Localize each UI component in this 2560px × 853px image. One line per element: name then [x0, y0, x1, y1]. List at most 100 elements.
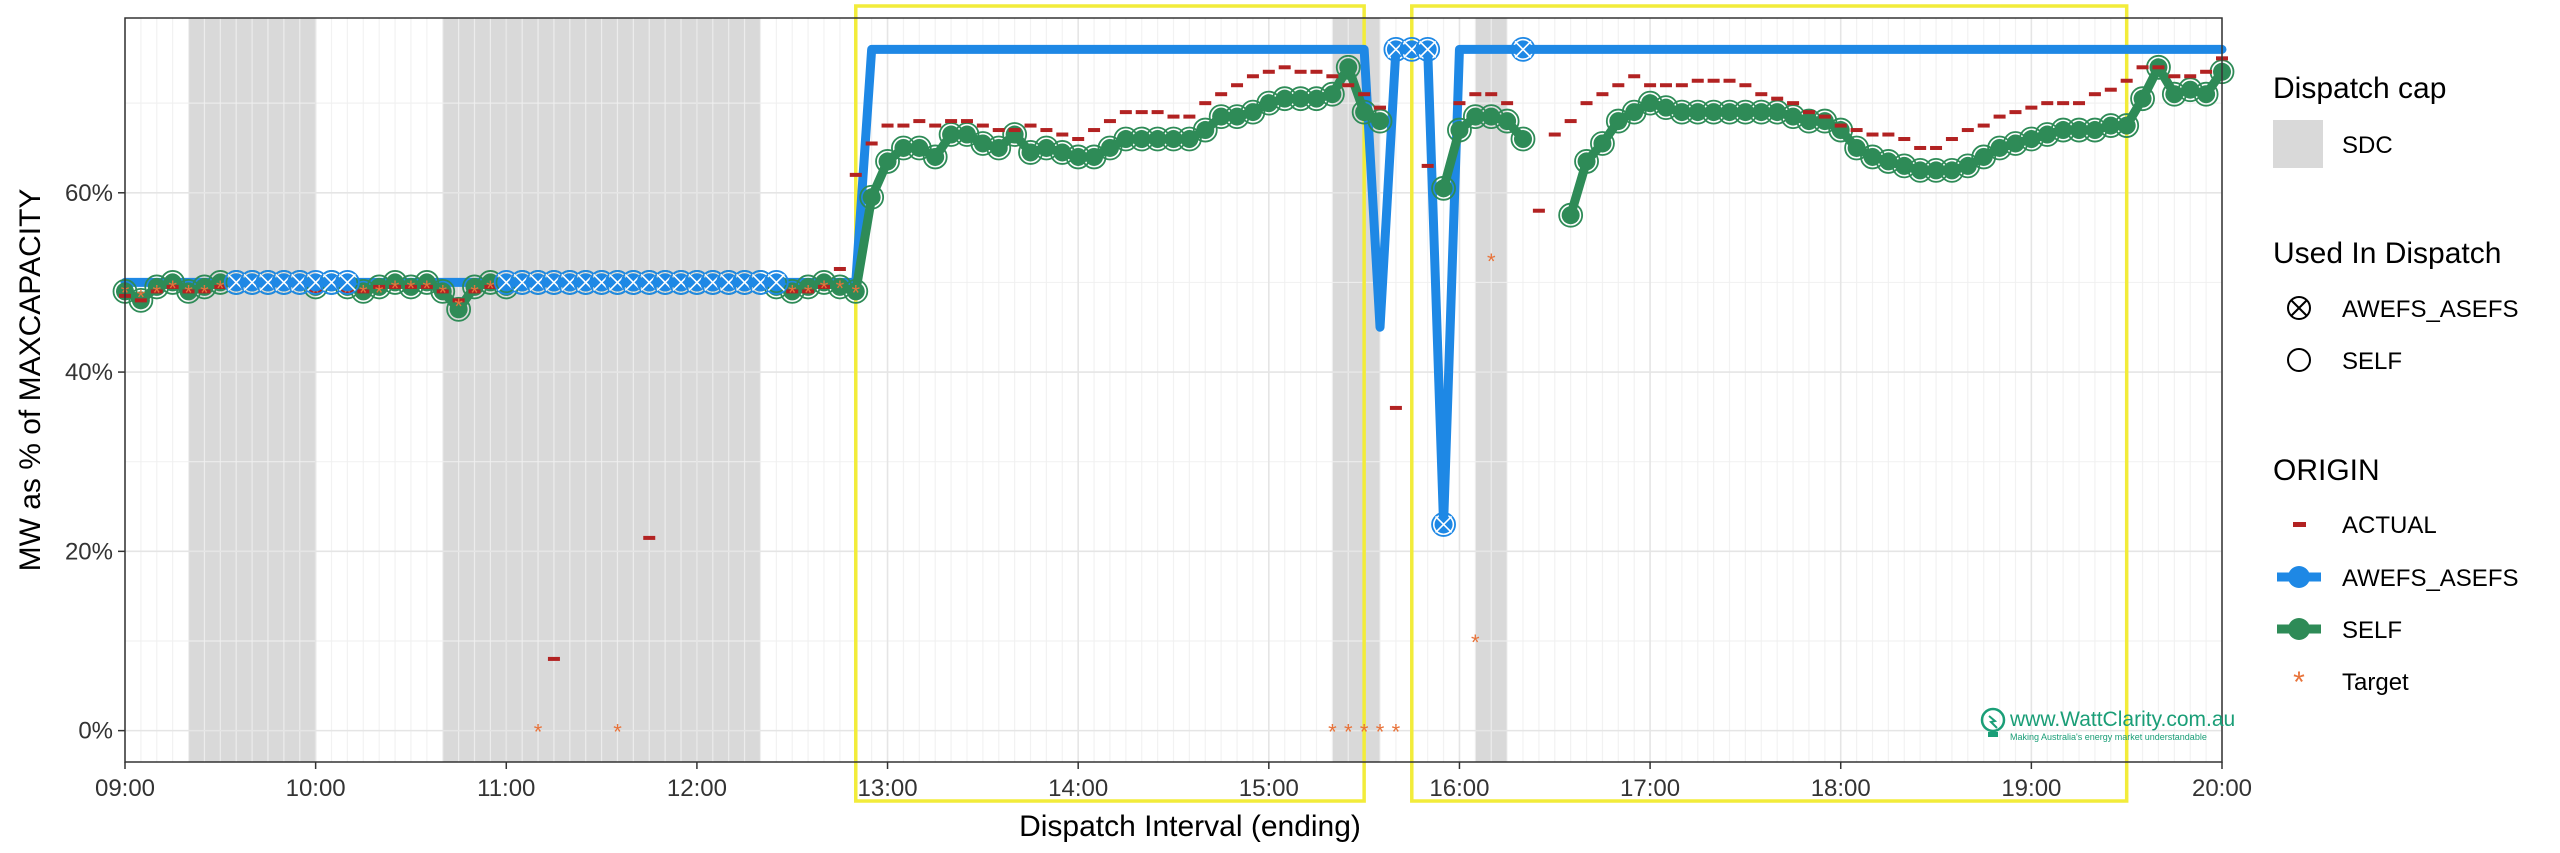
- watermark-tagline: Making Australia's energy market underst…: [2010, 732, 2207, 742]
- self-point: [1847, 138, 1866, 157]
- actual-point: [2104, 87, 2117, 92]
- actual-point: [1167, 114, 1180, 119]
- target-point: *: [1344, 720, 1353, 745]
- target-point: *: [1487, 249, 1496, 274]
- legend-label-awefs: AWEFS_ASEFS: [2342, 565, 2518, 592]
- actual-point: [802, 289, 815, 294]
- self-point: [1942, 161, 1961, 180]
- legend-key-self: [2277, 618, 2321, 640]
- actual-point: [1659, 83, 1672, 88]
- actual-point: [1644, 83, 1657, 88]
- actual-point: [2136, 65, 2149, 70]
- self-point: [973, 134, 992, 153]
- x-tick-label: 17:00: [1620, 775, 1680, 802]
- actual-point: [182, 289, 195, 294]
- target-point: *: [851, 280, 860, 305]
- x-tick-label: 10:00: [286, 775, 346, 802]
- target-point: *: [375, 280, 384, 305]
- wattclarity-watermark: www.WattClarity.com.au Making Australia'…: [1980, 707, 2235, 742]
- self-used-marker: [1192, 117, 1218, 143]
- actual-point: [1358, 92, 1371, 97]
- self-point: [1053, 143, 1072, 162]
- self-point: [2117, 116, 2136, 135]
- self-point: [1339, 58, 1358, 77]
- actual-point: [1231, 83, 1244, 88]
- actual-point: [1501, 101, 1514, 106]
- awefs-used-cross: [1514, 40, 1532, 58]
- actual-point: [1040, 128, 1053, 133]
- self-used-marker: [1335, 54, 1361, 80]
- actual-point: [2200, 69, 2213, 74]
- self-point: [1434, 179, 1453, 198]
- actual-point: [468, 289, 481, 294]
- actual-point: [2184, 74, 2197, 79]
- awefs-used-cross: [1419, 40, 1437, 58]
- self-used-marker: [1240, 99, 1266, 125]
- awefs-asefs-line: [120, 44, 2227, 529]
- actual-point: [2168, 74, 2181, 79]
- self-point: [878, 152, 897, 171]
- actual-point: [1485, 92, 1498, 97]
- legend: Dispatch cap SDC Used In Dispatch AWEFS_…: [2273, 72, 2518, 699]
- self-used-marker: [1812, 108, 1838, 134]
- actual-point: [1119, 110, 1132, 115]
- self-used-marker: [160, 270, 186, 295]
- self-point: [2085, 121, 2104, 140]
- actual-point: [389, 284, 402, 289]
- self-point: [1958, 156, 1977, 175]
- actual-point: [1294, 69, 1307, 74]
- self-used-marker: [1574, 149, 1599, 174]
- actual-point: [357, 289, 370, 294]
- actual-point: [2073, 101, 2086, 106]
- actual-point: [2057, 101, 2070, 106]
- target-point: *: [613, 720, 622, 745]
- self-point: [1323, 85, 1342, 104]
- target-point: *: [1376, 720, 1385, 745]
- self-point: [2165, 85, 2184, 104]
- legend-label-self: SELF: [2342, 617, 2402, 644]
- legend-label-used-self: SELF: [2342, 348, 2402, 375]
- actual-point: [960, 119, 973, 124]
- self-used-marker: [1605, 108, 1631, 134]
- awefs-used-marker: [1431, 512, 1456, 537]
- actual-point: [1453, 101, 1466, 106]
- legend-title-dispatch-cap: Dispatch cap: [2273, 72, 2446, 105]
- self-used-marker: [1351, 99, 1377, 125]
- self-point: [1355, 103, 1374, 122]
- actual-point: [1135, 110, 1148, 115]
- self-point: [1259, 94, 1278, 113]
- actual-point: [945, 119, 958, 124]
- self-point: [1085, 147, 1104, 166]
- actual-point: [1961, 128, 1974, 133]
- legend-key-target: *: [2293, 666, 2305, 699]
- highlight-box: [1410, 4, 2129, 803]
- open-circle-icon: [2287, 348, 2311, 372]
- x-tick-label: 16:00: [1429, 775, 1489, 802]
- target-point: *: [820, 276, 829, 301]
- actual-point: [881, 123, 894, 128]
- target-point: *: [184, 280, 193, 305]
- self-used-marker: [1176, 126, 1202, 152]
- actual-point: [2041, 101, 2054, 106]
- target-point: *: [216, 276, 225, 301]
- target-point: *: [470, 280, 479, 305]
- actual-point: [1691, 78, 1704, 83]
- x-tick-label: 19:00: [2001, 775, 2061, 802]
- self-point: [1990, 138, 2009, 157]
- highlight-box: [854, 4, 1366, 803]
- actual-point: [1802, 110, 1815, 115]
- self-used-marker: [986, 135, 1012, 161]
- self-point: [1196, 121, 1215, 140]
- actual-point: [1628, 74, 1641, 79]
- self-point: [1609, 112, 1628, 131]
- actual-point: [1469, 92, 1482, 97]
- self-point: [1371, 112, 1390, 131]
- self-used-marker: [922, 144, 948, 170]
- self-used-marker: [1621, 99, 1647, 125]
- actual-point: [1199, 101, 1212, 106]
- target-point: *: [343, 280, 352, 305]
- self-used-marker: [1081, 144, 1107, 170]
- watermark-url: www.WattClarity.com.au: [2009, 708, 2235, 731]
- x-tick-label: 12:00: [667, 775, 727, 802]
- self-point: [2197, 85, 2216, 104]
